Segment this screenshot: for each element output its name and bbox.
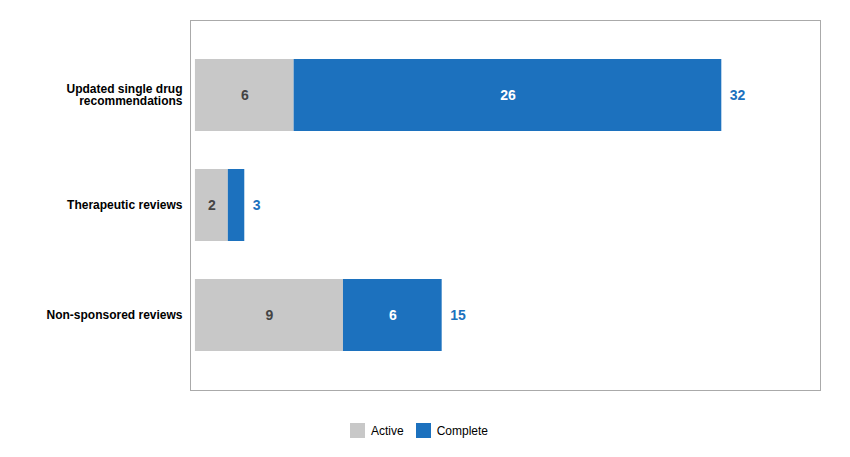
html-text:Active: Active: [371, 423, 404, 438]
svg-text:26: 26: [500, 87, 516, 103]
svg-text:Therapeutic reviews: Therapeutic reviews: [67, 198, 183, 212]
html-text:Complete: Complete: [436, 423, 488, 438]
svg-text:6: 6: [389, 307, 397, 323]
svg-text:2: 2: [208, 197, 216, 213]
svg-text:Non-sponsored reviews: Non-sponsored reviews: [46, 308, 182, 322]
svg-text:9: 9: [266, 307, 274, 323]
svg-text:6: 6: [241, 87, 249, 103]
svg-text:15: 15: [450, 307, 466, 323]
svg-text:32: 32: [730, 87, 746, 103]
svg-text:Updated single drugrecommendat: Updated single drugrecommendations: [66, 82, 182, 108]
svg-text:3: 3: [253, 197, 261, 213]
